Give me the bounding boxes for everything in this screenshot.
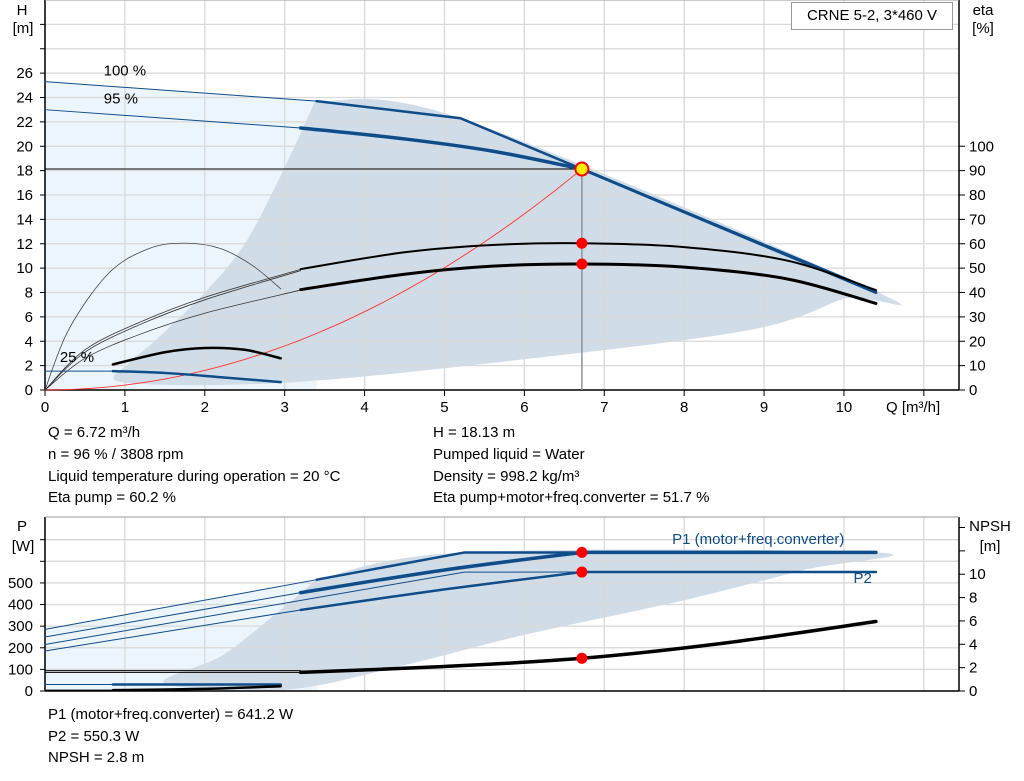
chart1-y-tick-label: 0: [25, 683, 33, 700]
npsh-axis-unit: [m]: [979, 538, 1001, 555]
info-npsh: NPSH = 2.8 m: [48, 749, 145, 766]
chart0-y2-tick-label: 20: [969, 333, 986, 350]
h-axis-label: H: [16, 2, 28, 19]
info-h: H = 18.13 m: [433, 424, 516, 441]
chart0-x-tick-label: 10: [836, 399, 853, 416]
chart1-y-tick-label: 300: [8, 618, 33, 635]
chart1-curve-p1: [298, 550, 584, 595]
chart0-x-tick-label: 9: [760, 399, 768, 416]
chart0-y-tick-label: 20: [16, 138, 33, 155]
chart0-y2-tick-label: 40: [969, 285, 986, 302]
chart0-y2-tick-label: 90: [969, 163, 986, 180]
chart0-y-tick-label: 8: [25, 285, 33, 302]
chart1-curve-p2max-thin: [44, 571, 583, 646]
chart0-y-tick-label: 24: [16, 90, 33, 107]
info-temp: Liquid temperature during operation = 20…: [48, 468, 341, 485]
chart0-curve-h95-thin: [44, 109, 302, 129]
chart0-y2-tick-label: 60: [969, 236, 986, 253]
info-n: n = 96 % / 3808 rpm: [48, 446, 184, 463]
p-axis-label: P: [16, 518, 27, 535]
info-eta-total: Eta pump+motor+freq.converter = 51.7 %: [433, 489, 710, 506]
chart1-npsh-point: [576, 652, 588, 664]
chart1-y-tick-label: 100: [8, 661, 33, 678]
chart0-x-tick-label: 1: [121, 399, 129, 416]
chart0-y-tick-label: 12: [16, 236, 33, 253]
chart1-series-label: P2: [854, 570, 872, 587]
chart1-y2-tick-label: 6: [969, 613, 977, 630]
q-axis-label: Q [m³/h]: [886, 399, 941, 416]
chart0-curve-h25-blue: [111, 369, 282, 384]
chart1-curve-p2: [299, 570, 584, 612]
info-density: Density = 998.2 kg/m³: [433, 468, 580, 485]
chart0-y2-tick-label: 50: [969, 260, 986, 277]
chart1-curve-p1max-thin: [44, 579, 318, 630]
chart0-curve-h96: [298, 126, 584, 171]
chart0-x-tick-label: 4: [360, 399, 368, 416]
chart0-y2-tick-label: 100: [969, 138, 994, 155]
chart0-eta-pump-point: [576, 237, 588, 249]
chart0-system-curve: [44, 168, 583, 391]
chart0-y2-tick-label: 0: [969, 382, 977, 399]
chart0-curve-eta-pump-thin2: [44, 270, 302, 391]
chart0-y-tick-label: 4: [25, 333, 33, 350]
chart0-y-tick-label: 14: [16, 211, 33, 228]
chart0-curve-eta-total-thin: [44, 289, 302, 391]
chart0-y2-tick-label: 30: [969, 309, 986, 326]
chart1-curve-p1-thin: [44, 592, 302, 638]
chart1-y-tick-label: 400: [8, 597, 33, 614]
chart0-x-tick-label: 8: [680, 399, 688, 416]
chart0-y2-tick-label: 70: [969, 211, 986, 228]
chart0-y-tick-label: 18: [16, 163, 33, 180]
chart1-y2-tick-label: 8: [969, 590, 977, 607]
chart1-curve-p-low-black: [111, 684, 282, 692]
chart0-y-tick-label: 0: [25, 382, 33, 399]
chart0-y-tick-label: 22: [16, 114, 33, 131]
info-q: Q = 6.72 m³/h: [48, 424, 141, 441]
chart0-curve-eta-arc: [44, 242, 282, 391]
chart1-y2-tick-label: 2: [969, 660, 977, 677]
chart0-y-tick-label: 26: [16, 65, 33, 82]
info-eta-pump: Eta pump = 60.2 %: [48, 489, 176, 506]
eta-axis-unit: [%]: [972, 20, 994, 37]
chart1-y-tick-label: 500: [8, 575, 33, 592]
npsh-axis-label: NPSH: [969, 518, 1011, 535]
eta-axis-label: eta: [972, 2, 994, 19]
chart0-x-tick-label: 3: [281, 399, 289, 416]
chart1-p1-point: [576, 546, 588, 558]
info-liquid: Pumped liquid = Water: [433, 446, 585, 463]
chart0-eta-total-point: [576, 258, 588, 270]
chart0-speed-label: 100 %: [104, 63, 147, 80]
chart0-x-tick-label: 5: [440, 399, 448, 416]
chart0-speed-label: 25 %: [60, 349, 94, 366]
chart1-y2-tick-label: 0: [969, 683, 977, 700]
pump-model-box: CRNE 5-2, 3*460 V: [791, 2, 953, 30]
chart0-curve-eta-pump-thin: [44, 268, 302, 391]
chart0-x-tick-label: 6: [520, 399, 528, 416]
h-axis-unit: [m]: [12, 20, 34, 37]
chart0-y-tick-label: 2: [25, 358, 33, 375]
chart0-x-tick-label: 2: [201, 399, 209, 416]
chart1-curve-p2-thin: [44, 609, 302, 652]
chart0-duty-point: [574, 161, 590, 177]
chart0-y-tick-label: 10: [16, 260, 33, 277]
chart1-series-label: P1 (motor+freq.converter): [672, 531, 844, 548]
chart0-y-tick-label: 16: [16, 187, 33, 204]
chart0-speed-label: 95 %: [104, 91, 138, 108]
info-p2: P2 = 550.3 W: [48, 728, 140, 745]
chart1-p2-point: [576, 566, 588, 578]
chart1-y2-tick-label: 10: [969, 566, 986, 583]
chart0-curve-eta25: [111, 346, 282, 366]
chart0-y2-tick-label: 10: [969, 358, 986, 375]
chart0-x-tick-label: 0: [41, 399, 49, 416]
chart0-y-tick-label: 6: [25, 309, 33, 326]
info-p1: P1 (motor+freq.converter) = 641.2 W: [48, 706, 294, 723]
chart1-y-tick-label: 200: [8, 640, 33, 657]
chart0-x-tick-label: 7: [600, 399, 608, 416]
chart1-y2-tick-label: 4: [969, 636, 977, 653]
p-axis-unit: [W]: [11, 538, 35, 555]
chart0-curve-h100-thin: [44, 81, 318, 102]
chart0-y2-tick-label: 80: [969, 187, 986, 204]
